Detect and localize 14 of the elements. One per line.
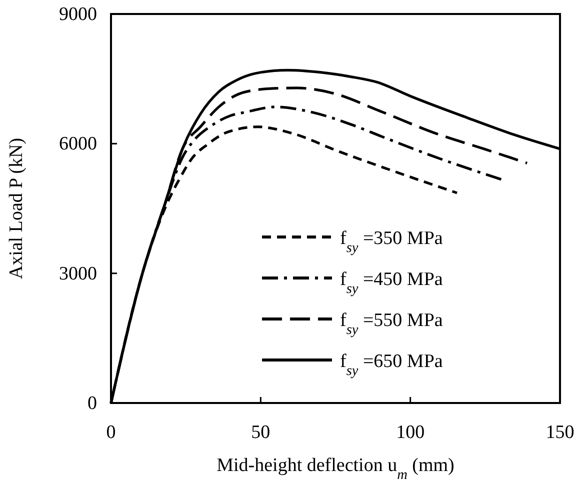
x-tick-label: 100	[396, 422, 425, 443]
legend-label: f$_{sy}$ =450 MPa	[340, 269, 444, 297]
y-tick-label: 3000	[59, 263, 97, 284]
legend-label: f$_{sy}$ =550 MPa	[340, 310, 444, 338]
legend-label: f$_{sy}$ =650 MPa	[340, 351, 444, 379]
x-tick-label: 50	[251, 422, 270, 443]
y-tick-label: 0	[88, 393, 97, 414]
y-tick-label: 6000	[59, 134, 97, 155]
legend-label: f$_{sy}$ =350 MPa	[340, 228, 444, 256]
x-tick-label: 0	[106, 422, 116, 443]
x-axis-title: Mid-height deflection u$_{m}$ (mm)	[216, 455, 454, 481]
y-axis-title: Axial Load P (kN)	[6, 138, 27, 280]
y-tick-label: 9000	[59, 4, 97, 25]
x-tick-label: 150	[546, 422, 574, 443]
